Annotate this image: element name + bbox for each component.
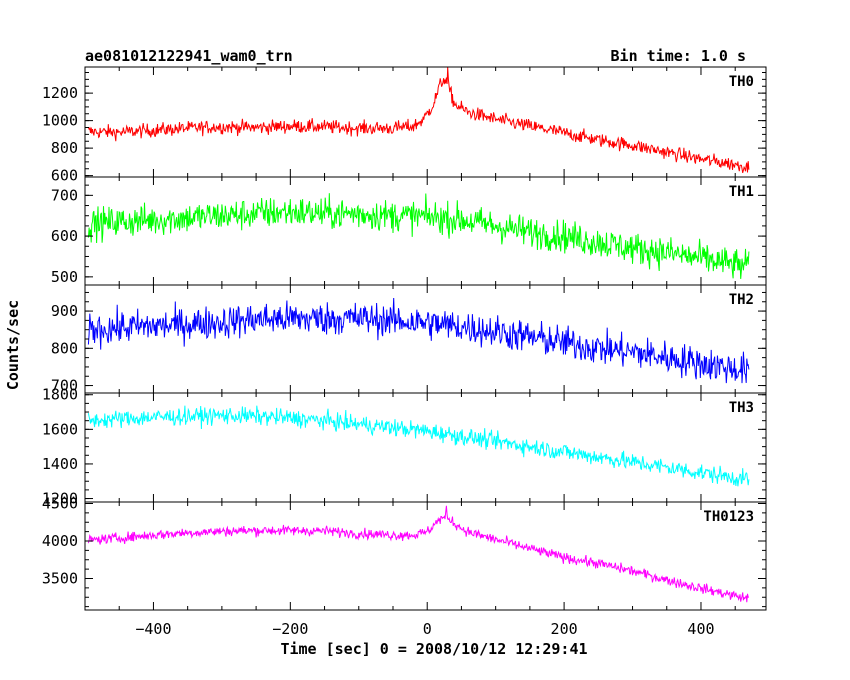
x-tick-label: 0 xyxy=(423,620,432,638)
y-tick-label: 4500 xyxy=(42,495,78,513)
x-tick-label: −200 xyxy=(272,620,308,638)
series-line-th0 xyxy=(87,66,750,174)
chart-title-right: Bin time: 1.0 s xyxy=(611,47,746,65)
y-tick-label: 700 xyxy=(51,377,78,395)
y-tick-label: 3500 xyxy=(42,570,78,588)
panel-frame xyxy=(84,66,767,178)
series-line-th0123 xyxy=(87,505,749,603)
panel-frame xyxy=(84,284,767,394)
y-tick-label: 800 xyxy=(51,139,78,157)
y-tick-label: 1200 xyxy=(42,84,78,102)
series-line-th2 xyxy=(87,297,750,384)
chart-title-left: ae081012122941_wam0_trn xyxy=(85,47,293,65)
y-tick-label: 4000 xyxy=(42,532,78,550)
y-tick-label: 900 xyxy=(51,302,78,320)
y-tick-label: 1400 xyxy=(42,455,78,473)
panel-th0: 600 800 1000 1200 TH0 xyxy=(42,66,767,185)
y-axis-label: Counts/sec xyxy=(4,300,22,390)
panel-frame xyxy=(84,392,767,503)
panel-label-th0123: TH0123 xyxy=(703,509,754,525)
x-axis-label: Time [sec] 0 = 2008/10/12 12:29:41 xyxy=(280,640,587,658)
series-line-th3 xyxy=(87,405,750,487)
y-tick-label: 500 xyxy=(51,268,78,286)
y-tick-label: 1000 xyxy=(42,112,78,130)
y-tick-label: 600 xyxy=(51,227,78,245)
y-tick-label: 1600 xyxy=(42,420,78,438)
y-tick-label: 800 xyxy=(51,339,78,357)
y-tick-label: 1800 xyxy=(42,386,78,404)
x-tick-label: 400 xyxy=(687,620,714,638)
series-line-th1 xyxy=(87,193,750,279)
panel-frame xyxy=(84,501,767,611)
panel-th1: 500 600 700 TH1 xyxy=(51,176,767,286)
panel-th2: 700 800 900 TH2 xyxy=(51,284,767,395)
y-tick-label: 700 xyxy=(51,186,78,204)
panel-label-th1: TH1 xyxy=(729,184,754,200)
panel-th3: 1200 1400 1600 1800 TH3 xyxy=(42,386,767,508)
panel-label-th0: TH0 xyxy=(729,74,754,90)
x-tick-label: 200 xyxy=(551,620,578,638)
y-tick-label: 600 xyxy=(51,167,78,185)
x-tick-label: −400 xyxy=(135,620,171,638)
panel-label-th3: TH3 xyxy=(729,400,754,416)
y-tick-label: 1200 xyxy=(42,490,78,508)
panel-label-th2: TH2 xyxy=(729,292,754,308)
panel-th0123: 3500 4000 4500 TH0123 xyxy=(42,495,767,611)
